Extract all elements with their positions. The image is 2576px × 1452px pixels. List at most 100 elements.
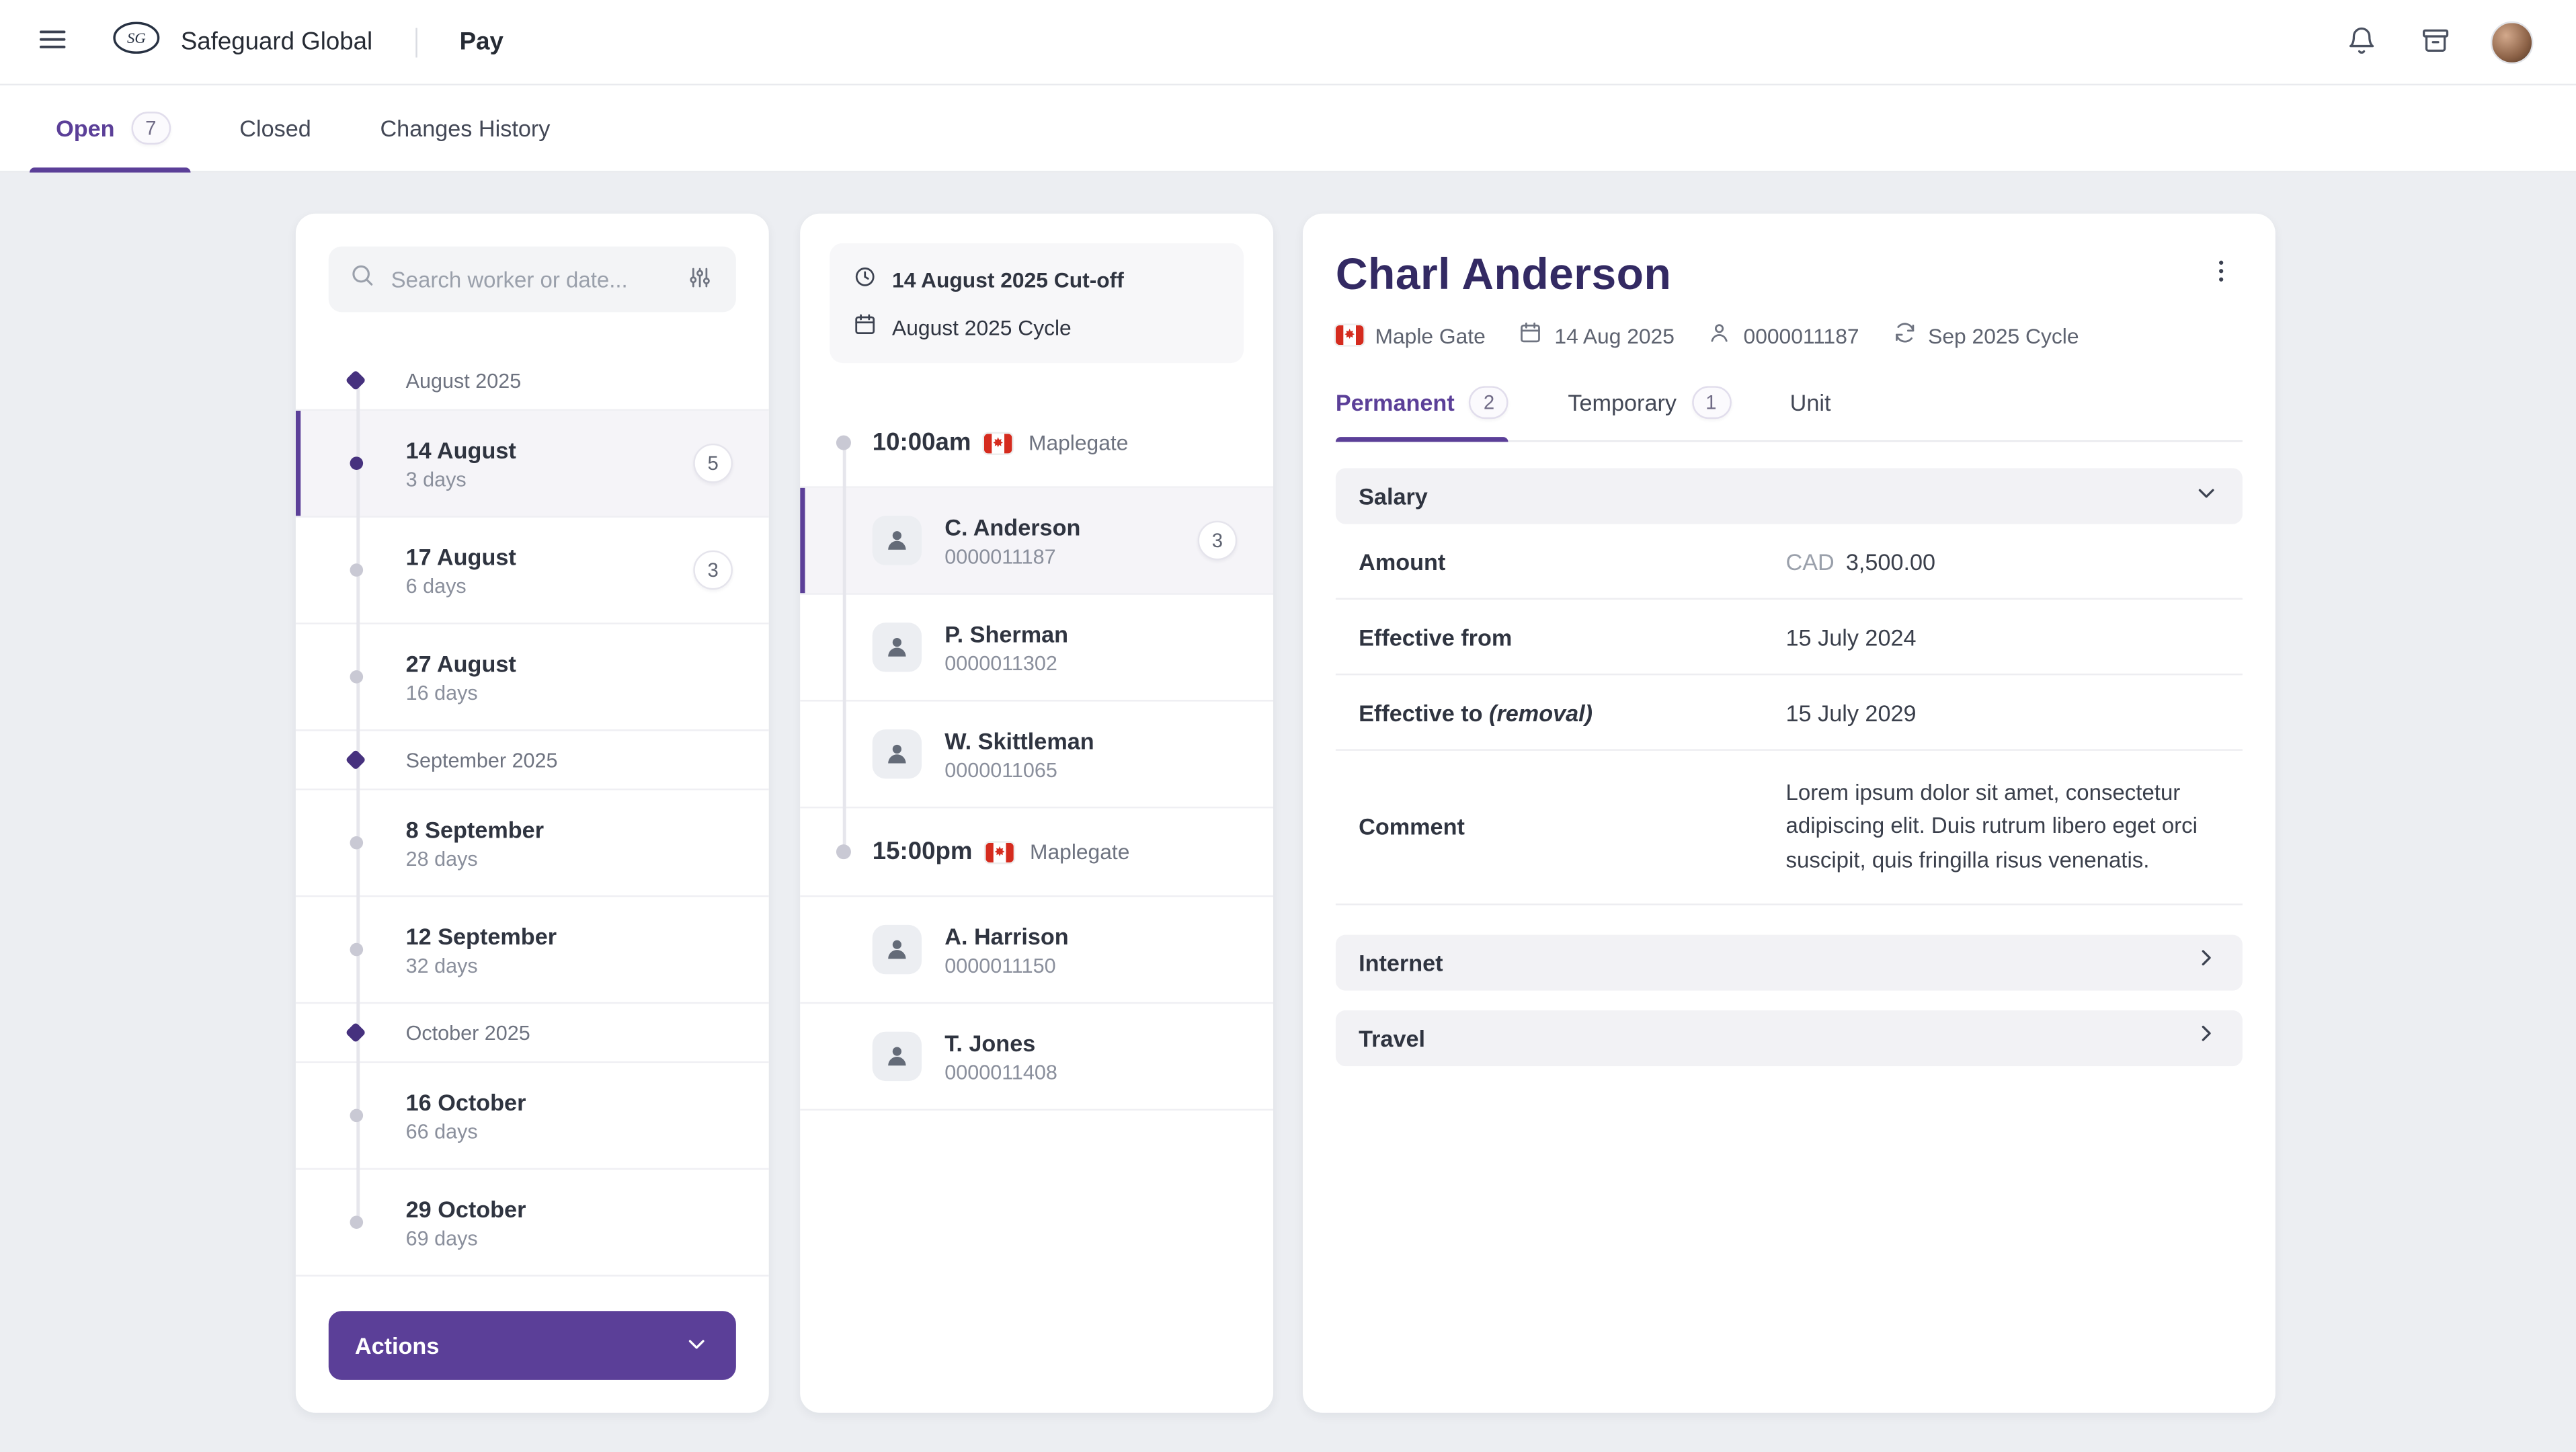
- schedule-date-item[interactable]: 12 September 32 days: [295, 897, 769, 1004]
- more-options-button[interactable]: [2200, 249, 2243, 297]
- timeline-dot: [350, 1108, 364, 1123]
- worker-avatar: [872, 622, 922, 672]
- product-name: Pay: [459, 28, 504, 56]
- removal-note: (removal): [1489, 698, 1593, 725]
- meta-date: 14 Aug 2025: [1519, 321, 1675, 350]
- worker-detail-panel: Charl Anderson Maple Gate 14 Aug 2025: [1303, 213, 2276, 1413]
- tab-closed-label: Closed: [239, 115, 311, 142]
- chevron-down-icon: [2193, 479, 2220, 513]
- tab-open-count-badge: 7: [130, 112, 171, 145]
- month-group-september: September 2025: [295, 731, 769, 791]
- timeline-dot: [350, 1215, 364, 1229]
- tab-temporary[interactable]: Temporary 1: [1568, 386, 1731, 440]
- schedule-timeline: August 2025 14 August 3 days 5 17 August…: [295, 329, 769, 1281]
- actions-button[interactable]: Actions: [328, 1311, 736, 1380]
- comment-text: Lorem ipsum dolor sit amet, consectetur …: [1785, 780, 2198, 872]
- month-group-october: October 2025: [295, 1004, 769, 1063]
- amount-value: 3,500.00: [1845, 548, 1936, 575]
- tab-open-label: Open: [56, 115, 115, 142]
- tab-closed[interactable]: Closed: [239, 85, 311, 171]
- notifications-button[interactable]: [2343, 21, 2380, 64]
- time-slot-header: 15:00pm Maplegate: [800, 808, 1274, 897]
- worker-meta-row: Maple Gate 14 Aug 2025 0000011187 Sep 20…: [1335, 321, 2243, 350]
- clock-icon: [852, 264, 877, 294]
- worker-avatar: [872, 516, 922, 565]
- chevron-right-icon: [2193, 945, 2220, 979]
- count-badge: 3: [693, 550, 733, 590]
- timeline-dot: [350, 456, 364, 470]
- count-badge: 3: [1197, 520, 1238, 561]
- tab-open[interactable]: Open 7: [30, 85, 190, 173]
- worker-item[interactable]: T. Jones 0000011408: [800, 1004, 1274, 1111]
- chevron-right-icon: [2193, 1020, 2220, 1055]
- schedule-date-item[interactable]: 27 August 16 days: [295, 624, 769, 731]
- timeline-diamond-icon: [345, 1022, 366, 1043]
- cutoff-row: 14 August 2025 Cut-off: [852, 264, 1220, 294]
- archive-icon: [2420, 24, 2451, 60]
- topbar-actions: [2343, 20, 2534, 64]
- worker-item[interactable]: A. Harrison 0000011150: [800, 897, 1274, 1004]
- worker-avatar: [872, 729, 922, 779]
- chevron-down-icon: [684, 1330, 710, 1361]
- cycle-info-box: 14 August 2025 Cut-off August 2025 Cycle: [830, 243, 1244, 364]
- view-tabs: Open 7 Closed Changes History: [0, 85, 2576, 173]
- worker-avatar: [872, 1031, 922, 1082]
- tab-temporary-count-badge: 1: [1691, 386, 1731, 419]
- search-input[interactable]: [391, 267, 669, 292]
- cycle-icon: [1892, 321, 1917, 350]
- page-title: Charl Anderson: [1335, 249, 1672, 299]
- day-timeline: 10:00am Maplegate C. Anderson 0000011187…: [800, 399, 1274, 1111]
- timeline-dot: [350, 836, 364, 850]
- tab-changes-history[interactable]: Changes History: [380, 85, 550, 171]
- calendar-icon: [852, 312, 877, 341]
- timeline-dot: [350, 563, 364, 577]
- tab-permanent-count-badge: 2: [1469, 386, 1509, 419]
- detail-header: Charl Anderson: [1336, 249, 2243, 300]
- brand: SG Safeguard Global Pay: [112, 19, 504, 64]
- kebab-menu-icon: [2206, 260, 2236, 291]
- bell-icon: [2346, 24, 2377, 60]
- schedule-date-item[interactable]: 17 August 6 days 3: [295, 518, 769, 624]
- timeline-dot: [836, 435, 851, 450]
- svg-text:SG: SG: [127, 30, 146, 46]
- canada-flag-icon: [984, 433, 1012, 453]
- month-group-august: August 2025: [295, 352, 769, 411]
- schedule-panel: August 2025 14 August 3 days 5 17 August…: [295, 213, 769, 1413]
- cycle-row: August 2025 Cycle: [852, 312, 1220, 341]
- amount-row: Amount CAD 3,500.00: [1335, 524, 2243, 600]
- timeline-dot: [350, 670, 364, 684]
- detail-tabs: Permanent 2 Temporary 1 Unit: [1335, 386, 2243, 442]
- tab-permanent[interactable]: Permanent 2: [1335, 386, 1510, 442]
- menu-button[interactable]: [33, 19, 73, 64]
- timeline-diamond-icon: [345, 370, 366, 391]
- salary-accordion-header[interactable]: Salary: [1335, 468, 2243, 524]
- schedule-date-item[interactable]: 14 August 3 days 5: [295, 410, 769, 518]
- internet-accordion-header[interactable]: Internet: [1335, 934, 2243, 991]
- archive-button[interactable]: [2417, 21, 2454, 64]
- search-icon: [348, 261, 376, 298]
- sliders-icon: [687, 264, 713, 294]
- person-icon: [1707, 321, 1732, 350]
- day-panel: 14 August 2025 Cut-off August 2025 Cycle…: [800, 213, 1274, 1413]
- schedule-date-item[interactable]: 29 October 69 days: [295, 1170, 769, 1277]
- user-avatar[interactable]: [2490, 20, 2534, 64]
- comment-row: Comment Lorem ipsum dolor sit amet, cons…: [1335, 751, 2243, 905]
- timeline-dot: [350, 942, 364, 957]
- worker-item[interactable]: C. Anderson 0000011187 3: [800, 487, 1274, 595]
- worker-item[interactable]: P. Sherman 0000011302: [800, 595, 1274, 702]
- schedule-date-item[interactable]: 16 October 66 days: [295, 1063, 769, 1170]
- travel-accordion-header[interactable]: Travel: [1335, 1010, 2243, 1066]
- effective-from-row: Effective from 15 July 2024: [1335, 600, 2243, 676]
- effective-to-value: 15 July 2029: [1785, 698, 1917, 725]
- meta-worker-id: 0000011187: [1707, 321, 1859, 350]
- timeline-dot: [836, 844, 851, 860]
- timeline-diamond-icon: [345, 749, 366, 770]
- filter-button[interactable]: [684, 260, 717, 298]
- schedule-date-item[interactable]: 8 September 28 days: [295, 791, 769, 897]
- meta-cycle: Sep 2025 Cycle: [1892, 321, 2079, 350]
- timeline-line: [356, 380, 360, 1224]
- effective-from-value: 15 July 2024: [1785, 623, 1917, 650]
- tab-unit[interactable]: Unit: [1789, 389, 1831, 416]
- worker-item[interactable]: W. Skittleman 0000011065: [800, 702, 1274, 809]
